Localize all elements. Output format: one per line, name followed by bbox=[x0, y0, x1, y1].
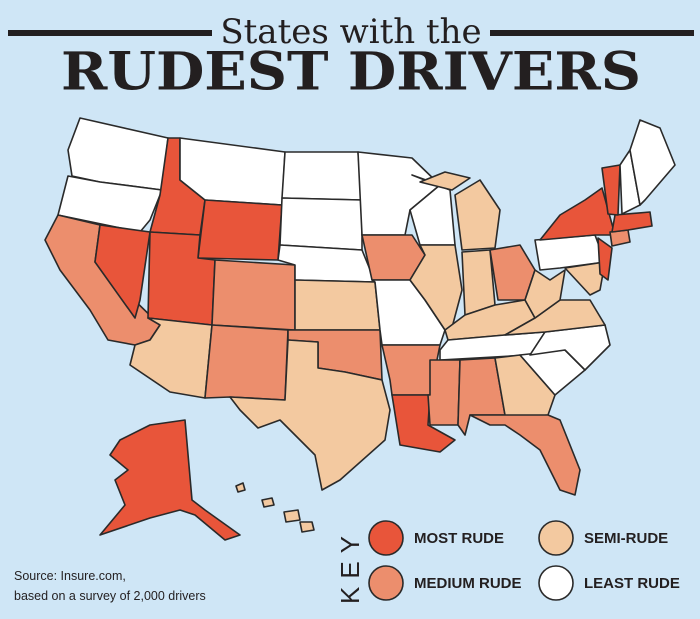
key-swatch bbox=[538, 565, 574, 601]
title-top: States with the bbox=[220, 12, 481, 52]
key-swatch bbox=[538, 520, 574, 556]
key-title: KEY bbox=[335, 528, 365, 604]
key-label: SEMI-RUDE bbox=[584, 530, 668, 547]
state bbox=[279, 197, 363, 251]
state bbox=[611, 211, 653, 233]
state bbox=[229, 339, 391, 491]
state bbox=[454, 179, 501, 251]
state bbox=[204, 324, 289, 401]
key-label: MEDIUM RUDE bbox=[414, 575, 522, 592]
state bbox=[211, 259, 296, 331]
state bbox=[283, 509, 301, 523]
key-swatch bbox=[368, 565, 404, 601]
state bbox=[281, 151, 363, 201]
state bbox=[597, 237, 613, 281]
source-line: based on a survey of 2,000 drivers bbox=[14, 589, 206, 603]
key-swatch bbox=[368, 520, 404, 556]
state bbox=[419, 171, 471, 191]
state bbox=[601, 164, 621, 216]
key: MOST RUDE MEDIUM RUDE SEMI-RUDE LEAST RUDE bbox=[368, 520, 680, 601]
state bbox=[427, 359, 461, 426]
source-line: Source: Insure.com, bbox=[14, 569, 126, 583]
state bbox=[235, 482, 246, 493]
state bbox=[197, 199, 283, 261]
state bbox=[294, 279, 381, 331]
state bbox=[94, 224, 151, 319]
key-label: MOST RUDE bbox=[414, 530, 504, 547]
state bbox=[299, 521, 315, 533]
state bbox=[629, 119, 676, 206]
states bbox=[44, 117, 676, 541]
state bbox=[461, 249, 496, 316]
key-label: LEAST RUDE bbox=[584, 575, 680, 592]
state bbox=[564, 261, 606, 296]
title-main: RUDEST DRIVERS bbox=[61, 42, 641, 103]
state bbox=[469, 414, 581, 496]
state bbox=[524, 269, 566, 319]
state bbox=[99, 419, 241, 541]
state bbox=[261, 497, 275, 508]
state bbox=[539, 187, 616, 241]
